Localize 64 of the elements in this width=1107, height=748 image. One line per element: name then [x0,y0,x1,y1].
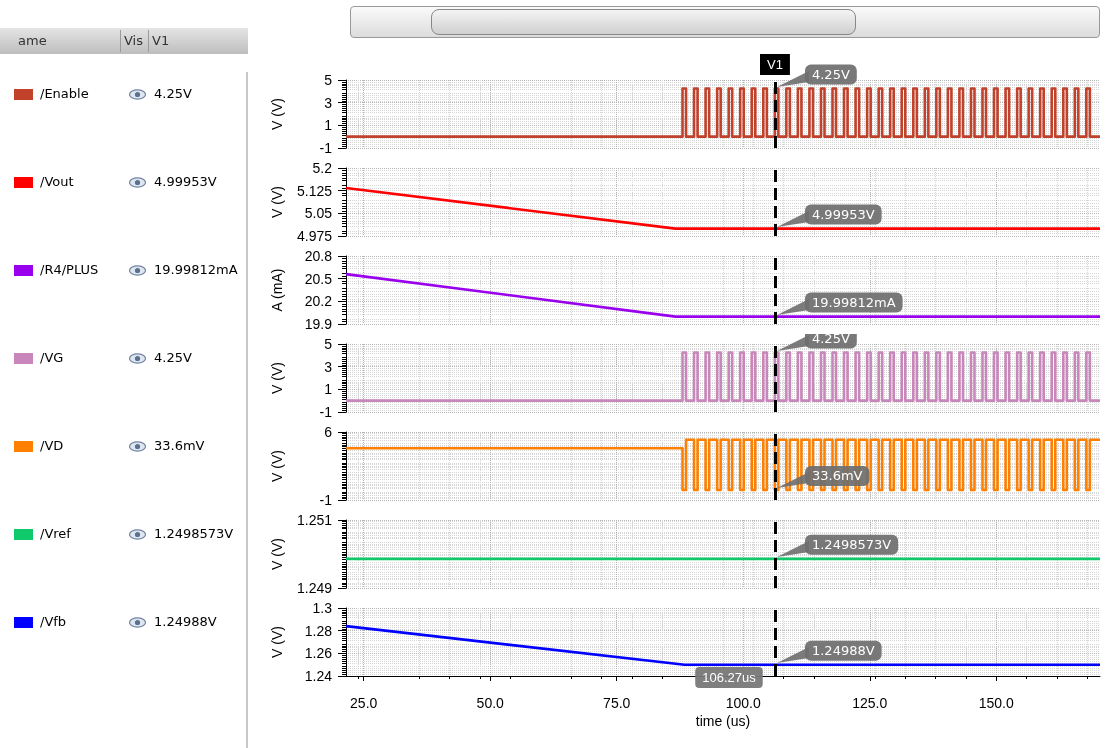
legend-label: /Enable [40,86,89,101]
text: 1.24988V [154,614,217,629]
y-tick-label: 5.2 [312,160,333,176]
y-tick-label: 1 [324,381,333,398]
y-axis-title: V (V) [269,538,285,570]
text: 4.99953V [154,174,217,189]
annotation: 19.99812mA [811,295,896,311]
y-tick-label: 1.3 [312,600,333,616]
y-tick-label: 1.26 [304,645,333,662]
legend-label: /VD [40,438,64,453]
x-axis-title: time (us) [695,713,751,729]
x-tick-label: 50.0 [476,695,505,711]
annotation: 4.99953V [811,207,875,223]
y-tick-label: 20.2 [304,293,333,310]
text: 19.99812mA [154,262,238,277]
annotation: 33.6mV [811,468,863,484]
text: 33.6mV [154,438,205,453]
legend-label: /VG [40,350,64,365]
y-tick-label: -1 [319,404,333,420]
annotation: 4.25V [811,67,850,82]
annotation: 1.2498573V [811,537,892,553]
y-tick-label: 5 [324,336,333,352]
text: 4.25V [154,350,192,365]
ref-line-label: V1 [767,57,783,72]
legend-label: /R4/PLUS [40,262,99,277]
y-axis-title: V (V) [269,186,285,218]
x-tick-label: 25.0 [350,695,378,711]
y-tick-label: 1.251 [296,512,333,528]
y-tick-label: 5.05 [304,205,333,222]
y-tick-label: 4.975 [296,228,333,244]
text: ame [18,33,47,48]
y-tick-label: 6 [324,424,333,440]
x-tick-label: 75.0 [603,695,631,711]
y-tick-label: 5 [324,72,333,88]
y-tick-label: 1 [324,117,333,134]
y-tick-label: 3 [324,358,333,375]
y-tick-label: -1 [319,140,333,156]
y-tick-label: -1 [319,492,333,508]
text: 1.2498573V [154,526,234,541]
text: V1 [152,33,170,48]
y-tick-label: 1.249 [296,580,333,596]
y-tick-label: 20.8 [304,248,333,264]
text: 4.25V [154,86,192,101]
y-axis-title: V (V) [269,362,285,394]
x-tick-label: 125.0 [852,695,888,711]
y-tick-label: 1.24 [304,668,333,684]
annotation: 1.24988V [811,643,875,659]
y-axis-title: V (V) [269,450,285,482]
legend-label: /Vfb [40,614,67,629]
y-tick-label: 1.28 [304,622,333,639]
y-tick-label: 3 [324,94,333,111]
y-axis-title: A (mA) [269,268,285,312]
text: Vis [124,33,143,48]
y-tick-label: 19.9 [304,316,333,332]
x-tick-label: 100.0 [725,695,761,711]
legend-label: /Vout [40,174,74,189]
ref-line-label: 106.27us [702,670,757,685]
x-tick-label: 150.0 [978,695,1014,711]
legend-label: /Vref [40,526,71,541]
y-axis-title: V (V) [269,98,285,130]
y-tick-label: 20.5 [304,270,333,287]
annotation: 4.25V [811,331,850,346]
y-tick-label: 5.125 [296,182,333,199]
y-axis-title: V (V) [269,626,285,658]
